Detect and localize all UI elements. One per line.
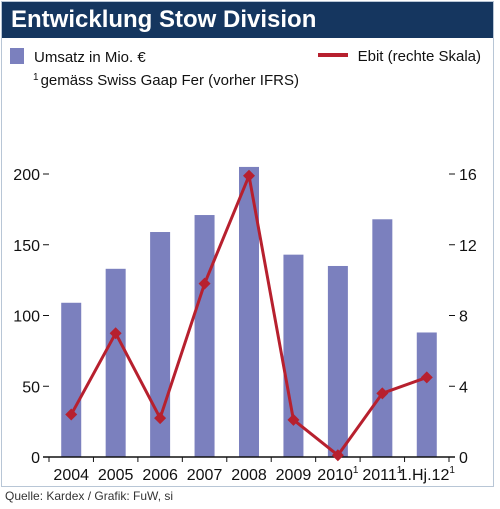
line-legend-label: Ebit (rechte Skala)	[357, 48, 481, 65]
right-tick-label: 4	[459, 379, 468, 396]
bar-umsatz	[416, 332, 437, 457]
ebit-point	[109, 327, 122, 340]
x-tick-label: 2007	[187, 467, 223, 484]
left-tick-label: 200	[13, 167, 40, 184]
x-tick-label: 2006	[142, 467, 178, 484]
footnote: 1 gemäss Swiss Gaap Fer (vorher IFRS)	[33, 72, 299, 89]
bar-umsatz	[372, 219, 393, 457]
right-tick-label: 8	[459, 309, 468, 326]
bar-umsatz	[61, 302, 82, 457]
x-tick-label: 2004	[53, 467, 89, 484]
left-tick-label: 100	[13, 309, 40, 326]
x-tick-label: 1.Hj.121	[399, 465, 456, 484]
ebit-point	[287, 413, 300, 426]
chart-plot: 0 50 100 150 200 0 4 8 12 16 2004 2005 2006 2007 2008 2…	[13, 166, 477, 484]
line-legend-swatch	[317, 53, 348, 57]
title-bar: Entwicklung Stow Division	[2, 2, 493, 38]
ebit-point	[198, 277, 211, 290]
ebit-point	[243, 169, 255, 182]
footnote-text: gemäss Swiss Gaap Fer (vorher IFRS)	[40, 72, 299, 89]
x-tick-label: 2009	[276, 467, 312, 484]
bar-umsatz	[239, 166, 259, 458]
bar-legend-label: Umsatz in Mio. €	[34, 49, 146, 66]
footnote-marker: 1	[33, 72, 39, 83]
bar-umsatz	[194, 215, 215, 457]
x-tick-label: 20111	[362, 465, 402, 484]
bar-umsatz	[105, 268, 126, 457]
ebit-point	[154, 412, 167, 425]
left-tick-label: 150	[13, 238, 40, 255]
right-tick-label: 16	[459, 167, 477, 184]
chart-frame: Entwicklung Stow Division Umsatz in Mio.…	[1, 1, 494, 487]
x-tick-label: 2005	[98, 467, 134, 484]
left-tick-label: 50	[22, 379, 40, 396]
ebit-point	[65, 408, 78, 421]
legend-line-entry: Ebit (rechte Skala)	[317, 48, 481, 65]
bar-umsatz	[283, 254, 304, 457]
ebit-point	[331, 449, 344, 462]
chart-title: Entwicklung Stow Division	[11, 6, 317, 33]
ebit-point	[376, 387, 389, 400]
x-tick-label: 20101	[317, 465, 359, 484]
bar-legend-swatch	[10, 48, 24, 64]
left-tick-label: 0	[31, 450, 40, 467]
bar-umsatz	[327, 265, 348, 457]
ebit-point	[420, 371, 433, 384]
right-tick-label: 12	[459, 238, 477, 255]
x-tick-label: 2008	[231, 467, 267, 484]
source-credit: Quelle: Kardex / Grafik: FuW, si	[5, 489, 174, 503]
right-tick-label: 0	[459, 450, 468, 467]
legend-bar-entry: Umsatz in Mio. €	[10, 48, 146, 66]
